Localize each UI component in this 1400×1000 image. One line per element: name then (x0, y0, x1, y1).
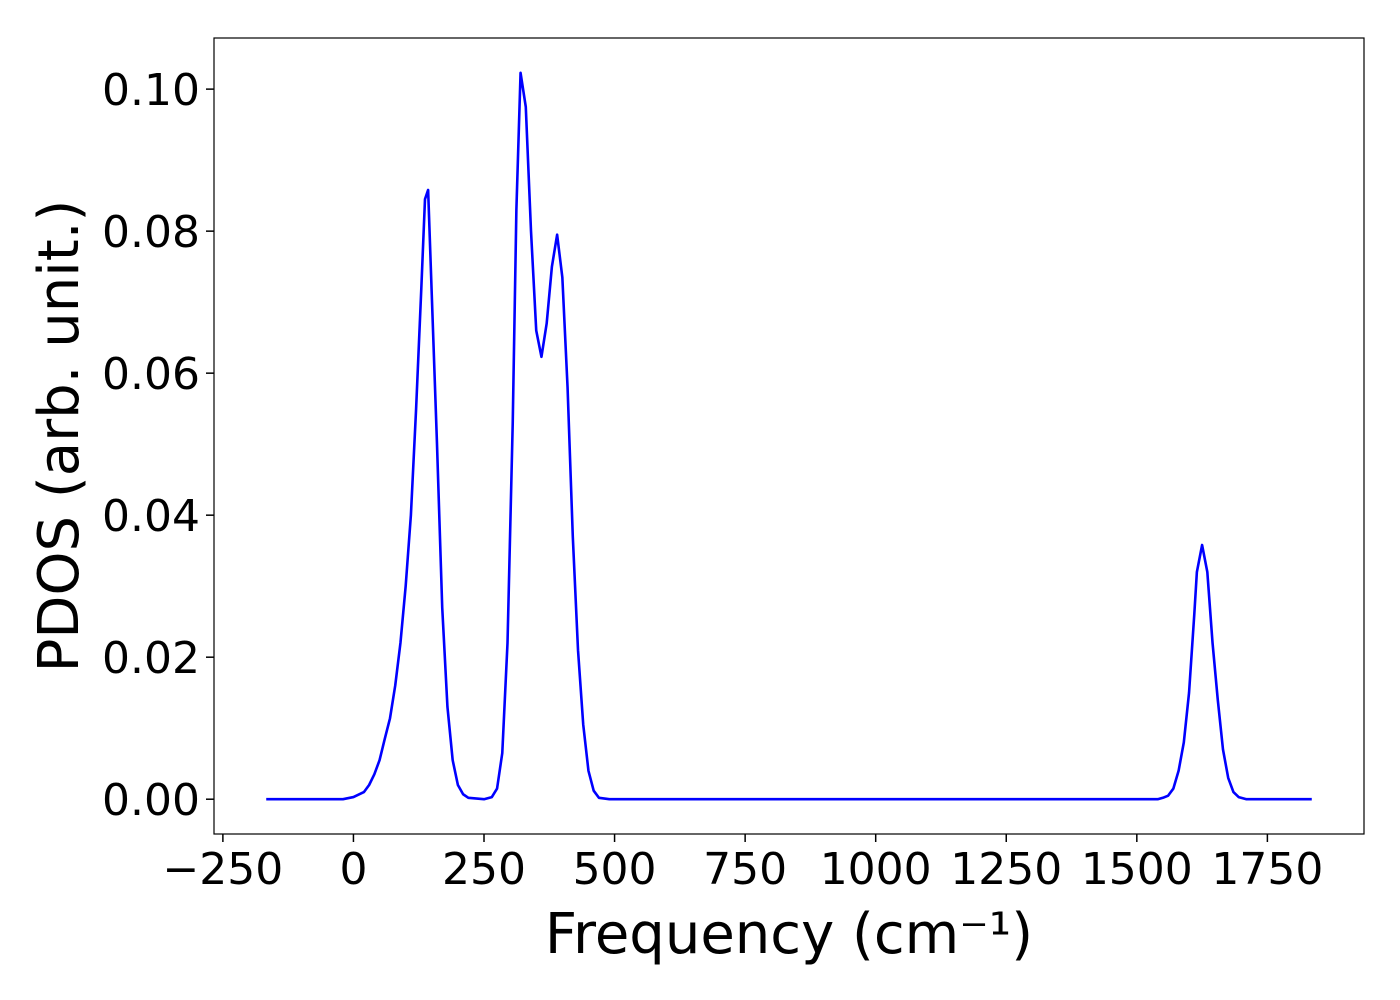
x-tick-label: 1500 (1081, 844, 1193, 895)
y-tick-label: 0.10 (102, 65, 200, 116)
x-tick-label: 750 (703, 844, 787, 895)
x-tick-label: −250 (162, 844, 283, 895)
x-tick-label: 0 (339, 844, 367, 895)
y-tick-label: 0.02 (102, 633, 200, 684)
x-axis-label: Frequency (cm⁻¹) (545, 902, 1033, 967)
y-tick-label: 0.08 (102, 207, 200, 258)
x-tick-label: 1250 (950, 844, 1062, 895)
x-tick-label: 500 (573, 844, 657, 895)
line-series (266, 71, 1312, 801)
plot-frame (213, 37, 1365, 835)
y-tick-label: 0.06 (102, 349, 200, 400)
y-axis-label: PDOS (arb. unit.) (27, 200, 92, 673)
y-tick-label: 0.04 (102, 491, 200, 542)
x-tick-label: 1750 (1211, 844, 1323, 895)
x-tick-label: 1000 (820, 844, 932, 895)
y-tick-label: 0.00 (102, 775, 200, 826)
x-tick-label: 250 (442, 844, 526, 895)
